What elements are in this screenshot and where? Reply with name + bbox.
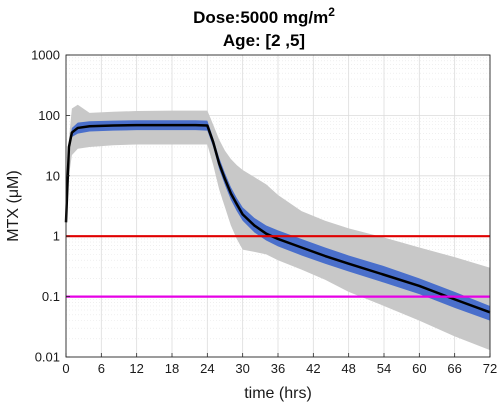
x-tick-label: 6 xyxy=(98,361,105,376)
y-tick-label: 1 xyxy=(53,229,60,244)
x-tick-labels: 0 6 12 18 24 30 36 42 48 54 60 66 72 xyxy=(62,361,497,376)
chart-title-superscript: 2 xyxy=(328,5,335,19)
x-tick-label: 18 xyxy=(165,361,179,376)
chart-title: Dose:5000 mg/m2 Age: [2 ,5] xyxy=(193,5,335,50)
chart-title-dose: Dose:5000 mg/m xyxy=(193,8,328,27)
threshold-lines xyxy=(66,235,490,298)
x-tick-label: 12 xyxy=(129,361,143,376)
y-axis-label: MTX (μM) xyxy=(5,170,22,241)
x-tick-label: 24 xyxy=(200,361,214,376)
y-tick-label: 10 xyxy=(46,168,60,183)
chart-title-line2: Age: [2 ,5] xyxy=(223,31,305,50)
x-axis-label: time (hrs) xyxy=(244,385,312,402)
x-tick-label: 72 xyxy=(483,361,497,376)
y-tick-labels: 0.01 0.1 1 10 100 1000 xyxy=(31,48,60,365)
chart-title-line1: Dose:5000 mg/m2 xyxy=(193,5,335,27)
y-tick-label: 1000 xyxy=(31,48,60,63)
x-tick-label: 48 xyxy=(341,361,355,376)
y-tick-label: 100 xyxy=(38,108,60,123)
x-tick-label: 66 xyxy=(447,361,461,376)
inner-band xyxy=(66,120,490,321)
y-tick-label: 0.01 xyxy=(35,350,60,365)
y-tick-label: 0.1 xyxy=(42,289,60,304)
median-line xyxy=(64,123,491,314)
outer-band xyxy=(66,104,490,351)
x-tick-label: 54 xyxy=(377,361,391,376)
axes-frame xyxy=(65,54,491,358)
confidence-bands xyxy=(66,104,490,351)
x-tick-label: 0 xyxy=(62,361,69,376)
x-tick-label: 30 xyxy=(235,361,249,376)
x-tick-label: 36 xyxy=(271,361,285,376)
x-tick-label: 60 xyxy=(412,361,426,376)
x-tick-label: 42 xyxy=(306,361,320,376)
series-lines xyxy=(64,123,491,314)
